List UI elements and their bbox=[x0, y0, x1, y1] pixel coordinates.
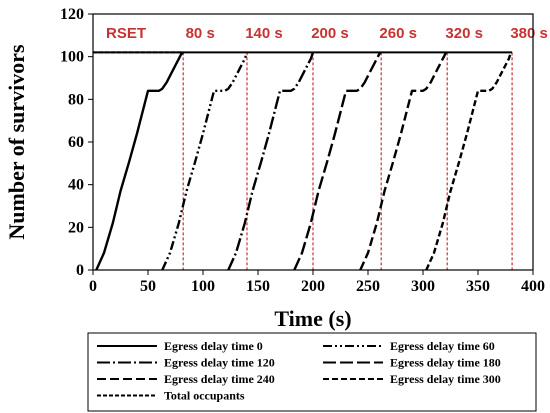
series-line-4 bbox=[359, 51, 448, 271]
rset-time-label: 320 s bbox=[445, 25, 483, 42]
y-tick-label: 20 bbox=[68, 219, 84, 236]
axes: 0 50 100 150 200 250 300 350 400 0 20 40 60 80 100 120 T… bbox=[4, 6, 545, 331]
x-tick-label: 200 bbox=[301, 278, 325, 295]
x-tick-label: 400 bbox=[521, 278, 545, 295]
legend-label: Total occupants bbox=[164, 389, 245, 403]
legend-label: Egress delay time 180 bbox=[390, 356, 501, 370]
legend-label: Egress delay time 120 bbox=[164, 356, 275, 370]
legend-label: Egress delay time 60 bbox=[390, 339, 495, 353]
rset-time-label: 260 s bbox=[379, 25, 417, 42]
y-tick-label: 0 bbox=[76, 262, 84, 279]
legend-box bbox=[87, 332, 537, 412]
y-axis-title: Number of survivors bbox=[4, 44, 29, 240]
legend: Egress delay time 0 Egress delay time 60 E… bbox=[87, 332, 537, 412]
series-line-3 bbox=[293, 51, 382, 271]
rset-label: RSET bbox=[106, 25, 146, 42]
series-line-0 bbox=[95, 51, 185, 271]
y-tick-label: 80 bbox=[68, 91, 84, 108]
x-tick-label: 250 bbox=[356, 278, 380, 295]
rset-time-label: 200 s bbox=[311, 25, 349, 42]
rset-time-label: 140 s bbox=[245, 25, 283, 42]
x-tick-label: 150 bbox=[246, 278, 270, 295]
rset-time-label: 380 s bbox=[510, 25, 548, 42]
legend-label: Egress delay time 0 bbox=[164, 339, 263, 353]
plot-area: 80 s 140 s 200 s 260 s 320 s 380 s RSET bbox=[93, 25, 548, 271]
x-tick-label: 50 bbox=[140, 278, 156, 295]
series-line-1 bbox=[161, 52, 249, 271]
x-tick-label: 0 bbox=[89, 278, 97, 295]
series-line-5 bbox=[425, 52, 513, 271]
y-tick-label: 120 bbox=[60, 6, 84, 23]
y-tick-label: 40 bbox=[68, 177, 84, 194]
series-line-2 bbox=[227, 52, 315, 271]
legend-label: Egress delay time 300 bbox=[390, 372, 501, 386]
rset-time-label: 80 s bbox=[186, 25, 215, 42]
x-tick-label: 100 bbox=[191, 278, 215, 295]
y-tick-label: 60 bbox=[68, 134, 84, 151]
legend-label: Egress delay time 240 bbox=[164, 372, 275, 386]
x-tick-label: 300 bbox=[411, 278, 435, 295]
x-tick-label: 350 bbox=[466, 278, 490, 295]
y-tick-label: 100 bbox=[60, 49, 84, 66]
x-axis-title: Time (s) bbox=[274, 306, 351, 331]
